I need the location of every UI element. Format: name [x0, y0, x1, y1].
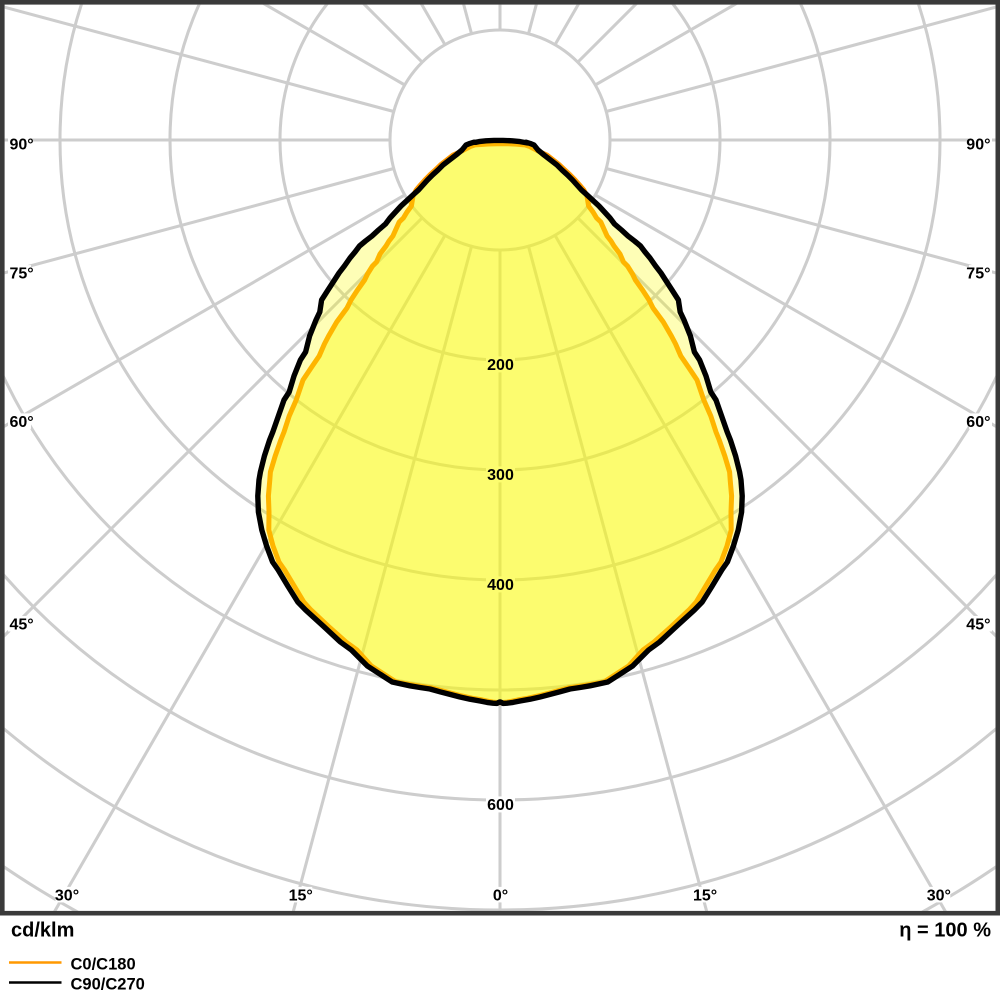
svg-text:15°: 15°	[289, 887, 313, 904]
svg-text:60°: 60°	[10, 414, 34, 431]
svg-text:300: 300	[487, 467, 514, 484]
svg-text:75°: 75°	[10, 266, 34, 283]
svg-text:C0/C180: C0/C180	[71, 955, 136, 973]
svg-text:0°: 0°	[493, 887, 508, 904]
svg-text:30°: 30°	[927, 887, 951, 904]
svg-text:400: 400	[487, 577, 514, 594]
svg-text:cd/klm: cd/klm	[11, 920, 74, 942]
svg-text:30°: 30°	[55, 887, 79, 904]
svg-text:η = 100 %: η = 100 %	[899, 920, 991, 942]
svg-text:200: 200	[487, 357, 514, 374]
svg-text:75°: 75°	[966, 266, 990, 283]
svg-text:45°: 45°	[10, 616, 34, 633]
svg-text:C90/C270: C90/C270	[71, 975, 145, 993]
svg-text:600: 600	[487, 797, 514, 814]
svg-text:90°: 90°	[10, 137, 34, 154]
svg-text:90°: 90°	[966, 137, 990, 154]
svg-text:45°: 45°	[966, 616, 990, 633]
svg-text:15°: 15°	[693, 887, 717, 904]
svg-text:60°: 60°	[966, 414, 990, 431]
